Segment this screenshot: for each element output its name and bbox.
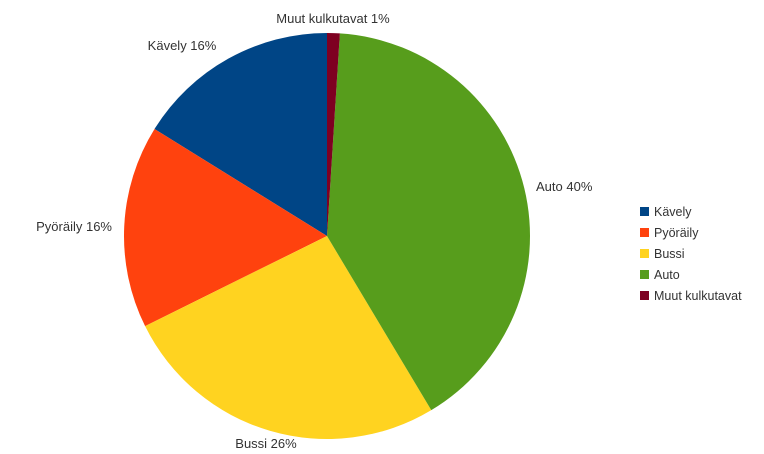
pie-slice-pyöräily: [123, 128, 327, 327]
legend-swatch: [640, 228, 649, 237]
legend: Kävely Pyöräily Bussi Auto Muut kulkutavat: [640, 205, 742, 303]
slice-label: Pyöräily 16%: [36, 219, 112, 234]
legend-entry-label: Bussi: [654, 247, 685, 261]
legend-swatch: [640, 270, 649, 279]
pie-slice-bussi: [145, 236, 432, 440]
legend-entry-label: Muut kulkutavat: [654, 289, 742, 303]
pie-slice-muut-kulkutavat: [327, 33, 340, 236]
legend-entry-label: Pyöräily: [654, 226, 699, 240]
pie-slice-kävely: [154, 33, 327, 236]
slice-label: Kävely 16%: [148, 38, 217, 53]
legend-entry-label: Kävely: [654, 205, 692, 219]
legend-swatch: [640, 207, 649, 216]
legend-swatch: [640, 291, 649, 300]
slice-label: Auto 40%: [536, 179, 593, 194]
legend-swatch: [640, 249, 649, 258]
slice-label: Bussi 26%: [235, 436, 297, 451]
legend-entry-label: Auto: [654, 268, 680, 282]
pie-slice-auto: [327, 33, 531, 411]
pie-slices: [123, 33, 531, 440]
slice-label: Muut kulkutavat 1%: [276, 11, 390, 26]
slice-labels: Kävely 16% Pyöräily 16% Bussi 26% Auto 40% M…: [36, 11, 593, 451]
